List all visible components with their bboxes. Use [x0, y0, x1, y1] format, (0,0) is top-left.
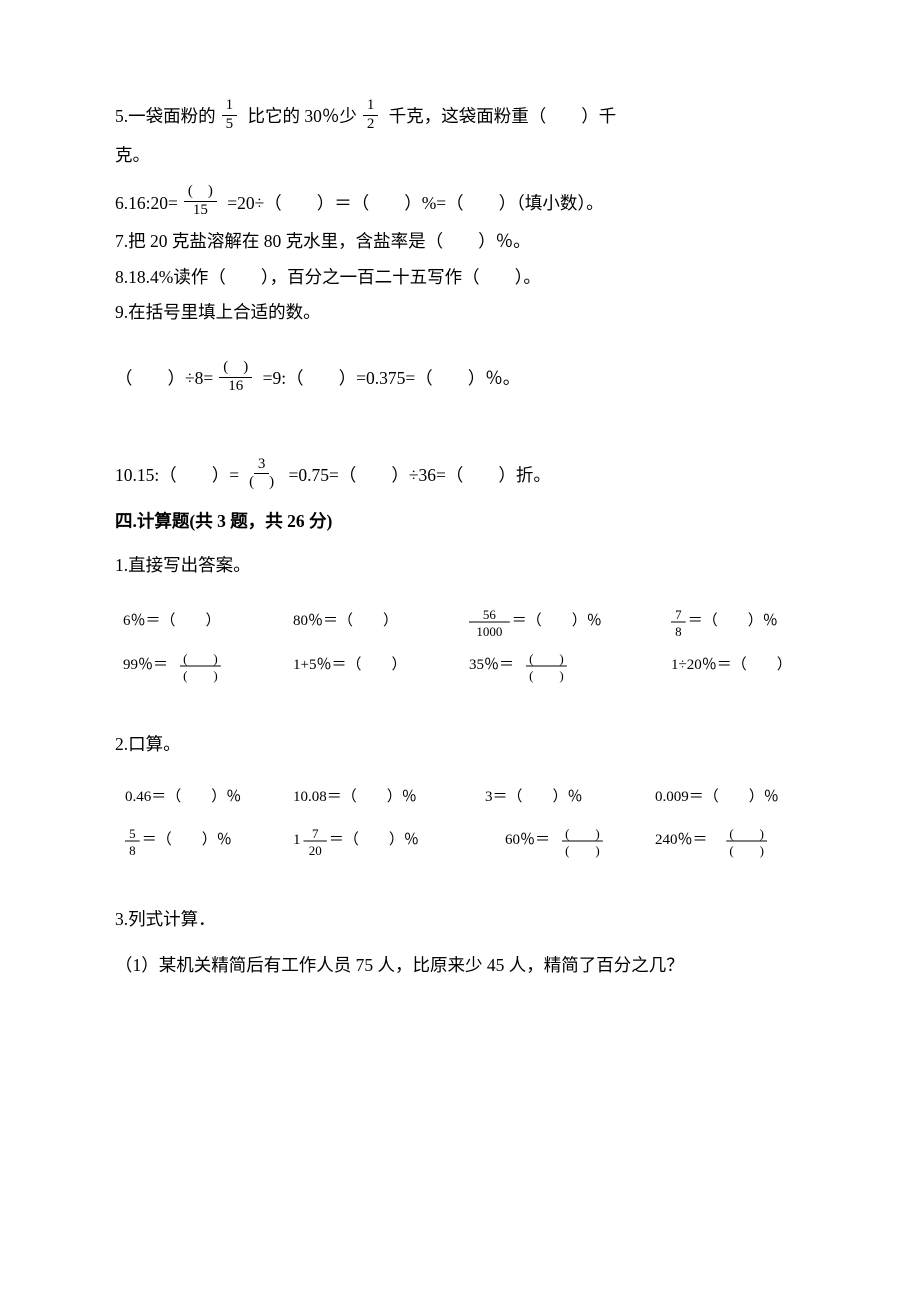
q10-prefix: 10.15:（ ）=	[115, 461, 239, 491]
figure-2-svg: 0.46＝（ ）％ 10.08＝（ ）％ 3＝（ ）％ 0.009＝（ ）％ 5 8 ＝（ …	[115, 776, 801, 867]
svg-text:20: 20	[309, 843, 322, 858]
q9a-frac-den: 16	[224, 378, 247, 395]
q5-frac1-num: 1	[222, 98, 238, 116]
svg-text:0.46＝（ ）％: 0.46＝（ ）％	[125, 788, 241, 805]
q6-frac: ( ) 15	[182, 184, 219, 219]
svg-text:( ): ( )	[729, 826, 764, 841]
svg-text:＝（ ）％: ＝（ ）％	[688, 612, 778, 629]
svg-text:56: 56	[483, 607, 497, 622]
svg-text:35％＝: 35％＝	[469, 657, 514, 673]
q10-frac-den: ( )	[245, 474, 278, 491]
svg-text:80％＝（ ）: 80％＝（ ）	[293, 612, 398, 629]
s4-q3-1: （1）某机关精简后有工作人员 75 人，比原来少 45 人，精简了百分之几？	[115, 951, 805, 981]
q9a-prefix: （ ）÷8=	[115, 364, 213, 394]
svg-text:( ): ( )	[529, 668, 564, 683]
q5-prefix: 5.一袋面粉的	[115, 102, 216, 132]
q5-frac1: 1 5	[220, 98, 240, 133]
s4-q2: 2.口算。	[115, 730, 805, 760]
svg-text:＝（ ）％: ＝（ ）％	[329, 831, 419, 848]
section-4-title: 四.计算题(共 3 题，共 26 分)	[115, 507, 805, 537]
figure-1: 6％＝（ ） 80％＝（ ） 56 1000 ＝（ ）％ 7 8 ＝（ ）％ 99％＝ ( ) ( …	[115, 597, 805, 703]
svg-text:240％＝: 240％＝	[655, 832, 708, 848]
q9a-frac: ( ) 16	[217, 360, 254, 395]
q9a-suffix: =9:（ ）=0.375=（ ）％。	[258, 364, 520, 394]
q6-frac-num: ( )	[184, 184, 217, 202]
question-6: 6.16:20= ( ) 15 =20÷（ ）＝（ ）%=（ ）（填小数）。	[115, 186, 805, 221]
q5-mid1: 比它的 30％少	[243, 102, 357, 132]
q5-frac1-den: 5	[222, 116, 238, 133]
q10-frac: 3 ( )	[243, 457, 280, 492]
svg-text:3＝（ ）％: 3＝（ ）％	[485, 788, 583, 805]
svg-text:99％＝: 99％＝	[123, 657, 168, 673]
s4-q1: 1.直接写出答案。	[115, 551, 805, 581]
svg-text:1+5％＝（ ）: 1+5％＝（ ）	[293, 656, 406, 673]
question-8: 8.18.4%读作（ ），百分之一百二十五写作（ ）。	[115, 263, 805, 293]
svg-text:1000: 1000	[476, 624, 502, 639]
svg-text:( ): ( )	[729, 843, 764, 858]
svg-text:1: 1	[293, 832, 301, 848]
q9a-frac-num: ( )	[219, 360, 252, 378]
question-5: 5.一袋面粉的 1 5 比它的 30％少 1 2 千克，这袋面粉重（ ）千	[115, 100, 805, 135]
s4-q3: 3.列式计算．	[115, 905, 805, 935]
q5-suffix: 千克，这袋面粉重（ ）千	[384, 102, 616, 132]
q6-suffix: =20÷（ ）＝（ ）%=（ ）（填小数）。	[223, 189, 604, 219]
q5-frac2: 1 2	[361, 98, 381, 133]
question-9: 9.在括号里填上合适的数。	[115, 298, 805, 328]
svg-text:8: 8	[129, 843, 136, 858]
q5-frac2-num: 1	[363, 98, 379, 116]
question-10: 10.15:（ ）= 3 ( ) =0.75=（ ）÷36=（ ）折。	[115, 459, 805, 494]
q10-frac-num: 3	[254, 457, 270, 475]
svg-text:6％＝（ ）: 6％＝（ ）	[123, 612, 221, 629]
q5-line2: 克。	[115, 141, 805, 171]
svg-text:10.08＝（ ）％: 10.08＝（ ）％	[293, 788, 417, 805]
svg-text:＝（ ）％: ＝（ ）％	[142, 831, 232, 848]
q5-frac2-den: 2	[363, 116, 379, 133]
q10-suffix: =0.75=（ ）÷36=（ ）折。	[284, 461, 551, 491]
svg-text:0.009＝（ ）％: 0.009＝（ ）％	[655, 788, 779, 805]
svg-text:1÷20％＝（ ）: 1÷20％＝（ ）	[671, 656, 792, 673]
svg-text:( ): ( )	[565, 826, 600, 841]
q6-frac-den: 15	[189, 202, 212, 219]
svg-text:8: 8	[675, 624, 682, 639]
svg-text:( ): ( )	[565, 843, 600, 858]
svg-text:＝（ ）％: ＝（ ）％	[512, 612, 602, 629]
q6-prefix: 6.16:20=	[115, 189, 178, 219]
figure-1-svg: 6％＝（ ） 80％＝（ ） 56 1000 ＝（ ）％ 7 8 ＝（ ）％ 99％＝ ( ) ( …	[115, 597, 801, 693]
svg-text:( ): ( )	[183, 651, 218, 666]
svg-text:( ): ( )	[529, 651, 564, 666]
svg-text:5: 5	[129, 826, 136, 841]
svg-text:7: 7	[312, 826, 319, 841]
svg-text:7: 7	[675, 607, 682, 622]
figure-2: 0.46＝（ ）％ 10.08＝（ ）％ 3＝（ ）％ 0.009＝（ ）％ 5 8 ＝（ …	[115, 776, 805, 877]
svg-text:( ): ( )	[183, 668, 218, 683]
question-7: 7.把 20 克盐溶解在 80 克水里，含盐率是（ ）％。	[115, 227, 805, 257]
question-9-equation: （ ）÷8= ( ) 16 =9:（ ）=0.375=（ ）％。	[115, 362, 805, 397]
svg-text:60％＝: 60％＝	[505, 832, 550, 848]
